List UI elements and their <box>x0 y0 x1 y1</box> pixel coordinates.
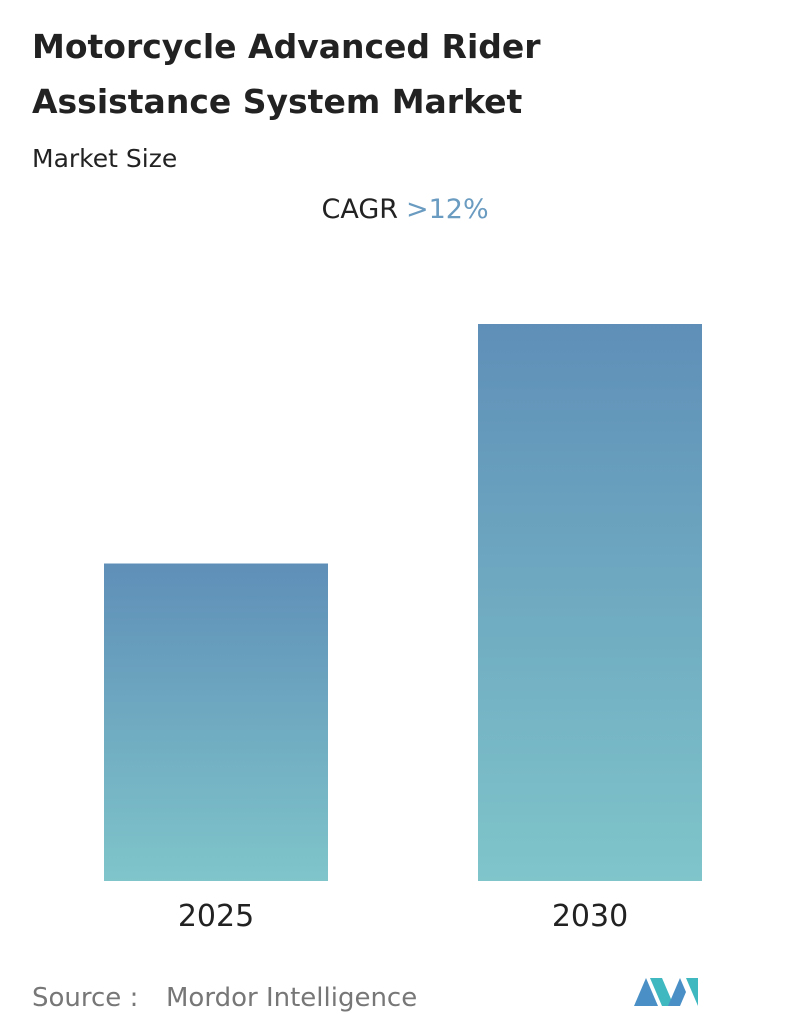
cagr-value: >12% <box>406 194 489 225</box>
logo <box>634 978 698 1006</box>
chart-title: Assistance System Market <box>32 82 523 121</box>
bar <box>104 563 328 881</box>
source-value: Mordor Intelligence <box>166 983 417 1013</box>
source-label: Source : <box>32 983 138 1013</box>
x-tick-label: 2025 <box>178 899 254 934</box>
x-tick-label: 2030 <box>552 899 628 934</box>
chart-subtitle: Market Size <box>32 144 177 173</box>
bar <box>478 324 702 881</box>
cagr-label: CAGR <box>321 194 398 225</box>
chart-title: Motorcycle Advanced Rider <box>32 27 541 66</box>
